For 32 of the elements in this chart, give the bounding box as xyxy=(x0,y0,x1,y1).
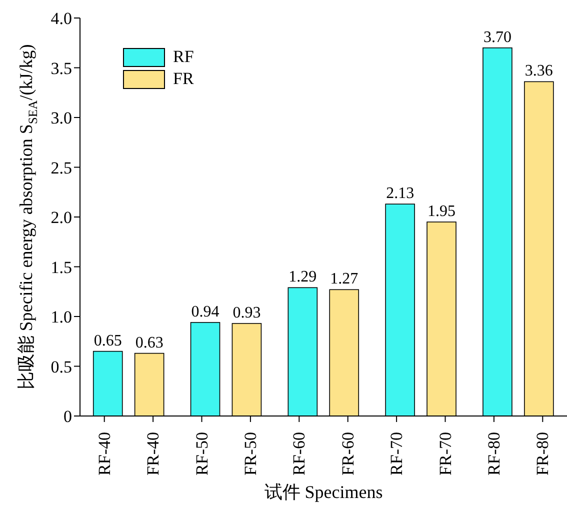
x-tick-label: FR-80 xyxy=(533,432,552,476)
x-tick-label: RF-70 xyxy=(387,432,406,476)
y-tick-label: 0.5 xyxy=(50,357,72,376)
y-tick-label: 2.5 xyxy=(50,158,72,178)
legend-label: FR xyxy=(173,69,194,89)
x-tick-label: RF-80 xyxy=(484,432,504,476)
legend-label: RF xyxy=(173,47,194,67)
data-label: 0.94 xyxy=(191,303,220,320)
data-label: 1.29 xyxy=(288,268,317,286)
data-label: 2.13 xyxy=(386,185,414,202)
data-label: 0.65 xyxy=(94,332,122,350)
y-tick-label: 3.0 xyxy=(50,108,72,128)
y-tick-label: 2.0 xyxy=(50,208,72,228)
x-tick-label: FR-60 xyxy=(338,432,358,476)
data-label: 0.63 xyxy=(135,334,164,352)
y-tick-label: 1.0 xyxy=(50,308,72,327)
x-axis-title: 试件 Specimens xyxy=(264,482,383,502)
data-label: 1.95 xyxy=(428,202,456,220)
x-tick-label: FR-40 xyxy=(144,432,163,476)
y-tick-label: 4.0 xyxy=(50,9,72,28)
x-tick-label: RF-50 xyxy=(192,432,212,476)
x-tick-label: FR-50 xyxy=(240,432,260,476)
y-tick-label: 1.5 xyxy=(50,258,72,277)
data-label: 1.27 xyxy=(330,270,358,288)
data-label: 3.70 xyxy=(483,28,512,46)
x-tick-label: RF-60 xyxy=(290,432,309,476)
y-tick-label: 0 xyxy=(64,407,72,426)
x-tick-label: RF-40 xyxy=(94,432,114,476)
data-label: 0.93 xyxy=(232,304,261,322)
y-tick-label: 3.5 xyxy=(50,58,72,78)
data-label: 3.36 xyxy=(524,62,553,80)
x-tick-label: FR-70 xyxy=(436,432,455,476)
